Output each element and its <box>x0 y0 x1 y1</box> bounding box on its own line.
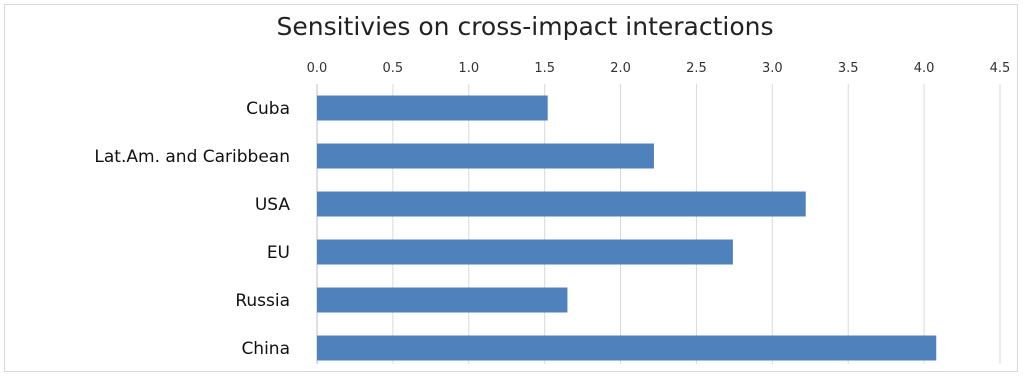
category-label: Russia <box>235 291 290 311</box>
x-tick-label: 0.5 <box>383 61 404 76</box>
bar <box>317 95 548 121</box>
x-tick-label: 4.0 <box>914 61 935 76</box>
x-tick-label: 4.5 <box>990 61 1011 76</box>
x-tick-label: 1.5 <box>534 61 555 76</box>
bar <box>317 143 654 169</box>
x-tick-label: 3.0 <box>762 61 783 76</box>
x-tick-label: 2.0 <box>610 61 631 76</box>
category-label: EU <box>267 243 290 263</box>
chart-title: Sensitivies on cross-impact interactions <box>276 12 774 41</box>
category-label: USA <box>255 195 291 215</box>
category-label: China <box>241 339 290 359</box>
x-tick-label: 1.0 <box>458 61 479 76</box>
category-label: Lat.Am. and Caribbean <box>94 147 290 167</box>
x-tick-label: 0.0 <box>307 61 328 76</box>
bar <box>317 191 806 217</box>
category-label: Cuba <box>246 99 290 119</box>
x-tick-label: 3.5 <box>838 61 859 76</box>
bar <box>317 287 568 313</box>
bar <box>317 335 937 361</box>
x-tick-label: 2.5 <box>686 61 707 76</box>
bar <box>317 239 733 265</box>
